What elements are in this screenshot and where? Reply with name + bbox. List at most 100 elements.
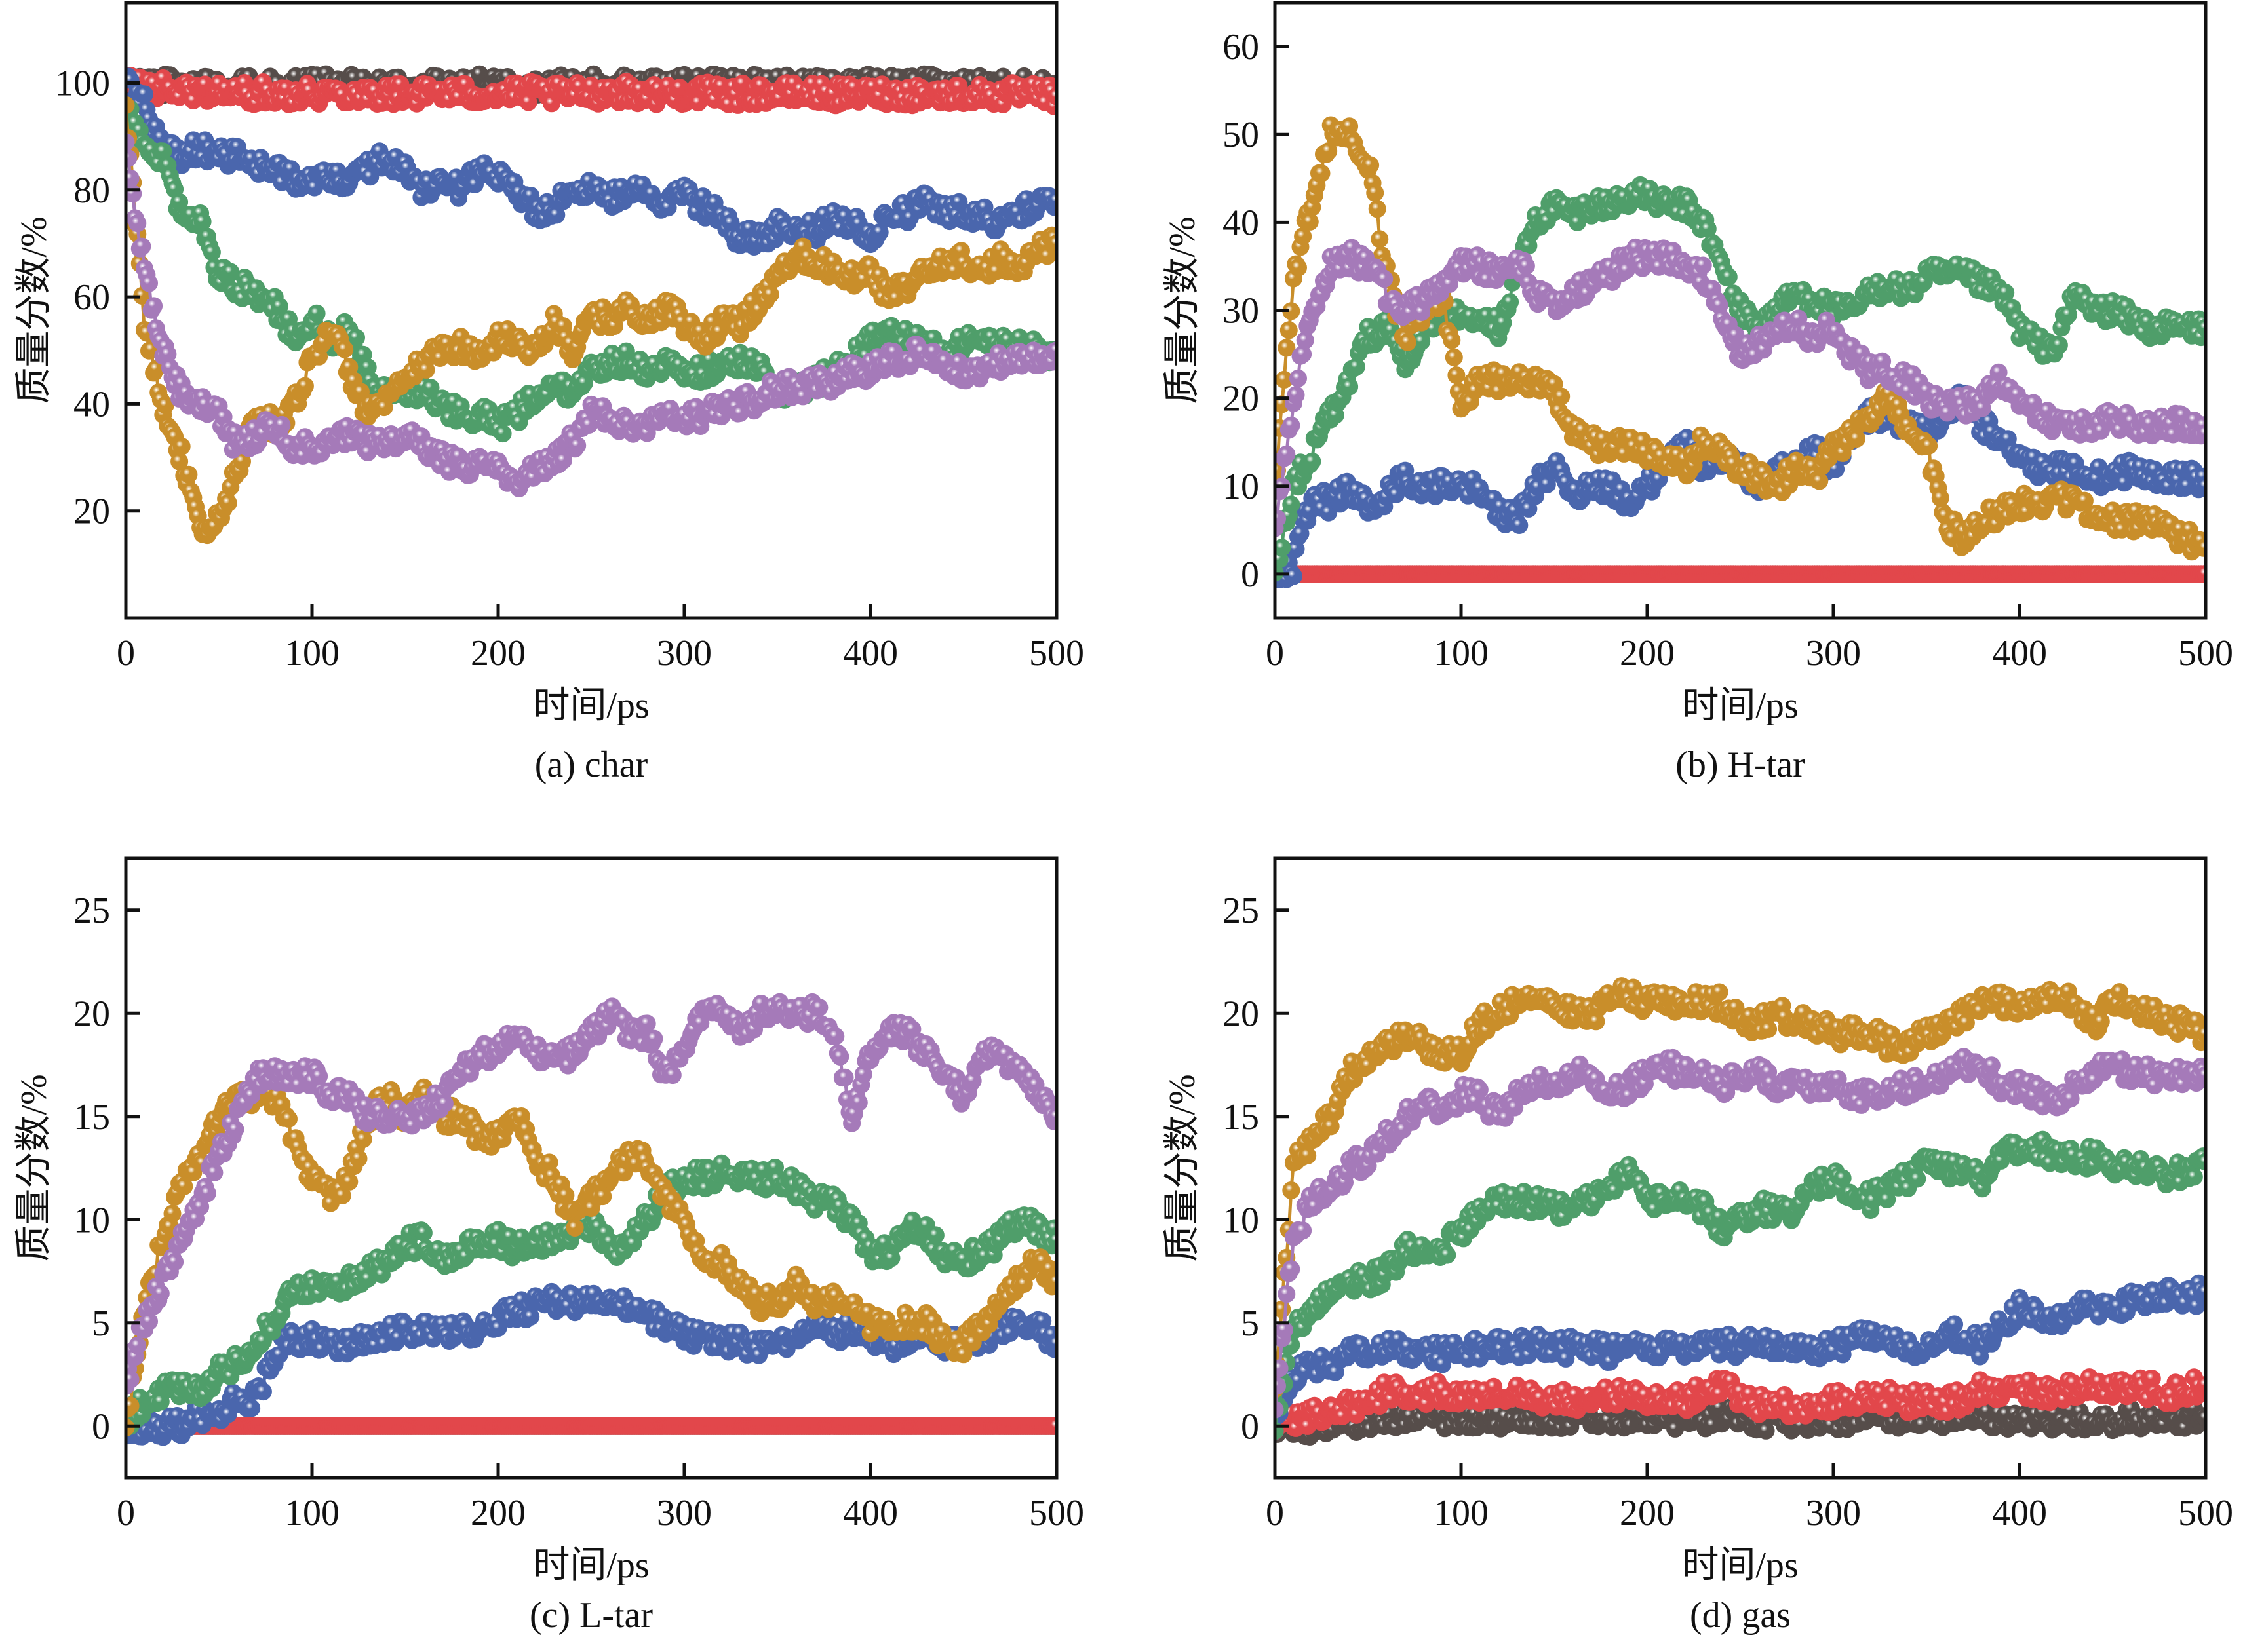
data-point — [193, 212, 212, 231]
data-point — [568, 436, 587, 455]
x-tick-label: 300 — [1806, 633, 1861, 674]
data-point — [296, 377, 314, 395]
data-point — [1552, 387, 1571, 406]
y-tick-label: 30 — [1222, 291, 1259, 332]
data-point — [219, 494, 237, 512]
series-red — [126, 67, 1057, 115]
data-point — [180, 465, 198, 484]
series-orange — [1275, 116, 2206, 561]
data-point — [2196, 424, 2206, 442]
data-point — [1278, 339, 1296, 357]
y-axis-label: 质量分数/% — [1162, 216, 1203, 404]
data-point — [1398, 333, 1416, 351]
data-point — [172, 437, 191, 455]
data-point — [2196, 318, 2206, 337]
data-point — [1047, 341, 1057, 360]
series-blue — [126, 67, 1057, 256]
data-point — [1443, 331, 1461, 349]
data-point — [1361, 156, 1380, 174]
data-point — [1920, 436, 1938, 455]
data-point — [2075, 491, 2094, 510]
data-point — [1366, 183, 1384, 202]
y-tick-label: 80 — [73, 170, 110, 211]
series-red — [1275, 565, 2206, 583]
data-point — [2050, 336, 2068, 355]
data-point — [1282, 416, 1300, 434]
data-point — [1303, 452, 1321, 471]
x-axis-label: 时间/ps — [1682, 685, 1798, 726]
panel-a-char: 0 100 200 300 400 50020406080100时间/ps质量分数/%(a… — [14, 1, 1084, 785]
series-purple — [126, 133, 1057, 497]
data-point — [1517, 257, 1535, 275]
x-tick-label: 300 — [657, 633, 712, 674]
data-point — [1278, 445, 1296, 463]
data-point — [203, 243, 221, 261]
data-point — [761, 285, 779, 303]
data-point — [1368, 200, 1386, 218]
data-point — [1289, 258, 1307, 277]
data-point — [1371, 230, 1389, 248]
data-point — [126, 96, 135, 114]
series-purple — [1275, 238, 2206, 537]
plot-frame — [124, 1, 1059, 620]
y-tick-label: 20 — [73, 491, 110, 532]
x-tick-label: 500 — [2178, 633, 2233, 674]
data-point — [273, 415, 291, 434]
data-point — [1289, 369, 1307, 387]
data-point — [1510, 516, 1529, 534]
data-point — [1694, 256, 1712, 275]
x-tick-label: 400 — [1992, 633, 2047, 674]
data-point — [140, 274, 158, 292]
x-tick-label: 0 — [1266, 633, 1284, 674]
data-point — [1047, 234, 1057, 252]
panel-c-l-tar: 0 100 200 300 400 5000510152025时间/ps质量分数/%(c)… — [14, 856, 1084, 1636]
panel-caption: (b) H-tar — [1675, 744, 1805, 785]
data-point — [128, 214, 147, 233]
x-tick-label: 500 — [1029, 633, 1084, 674]
x-tick-label: 0 — [117, 633, 135, 674]
data-point — [307, 304, 326, 322]
data-point — [2196, 539, 2206, 557]
data-point — [126, 133, 135, 151]
x-tick-label: 200 — [471, 633, 526, 674]
y-axis-label: 质量分数/% — [14, 216, 54, 404]
y-tick-label: 40 — [1222, 202, 1259, 243]
y-tick-label: 100 — [55, 63, 110, 104]
y-tick-label: 50 — [1222, 115, 1259, 155]
data-point — [1047, 191, 1057, 210]
data-point — [1279, 321, 1298, 339]
data-point — [950, 193, 968, 211]
data-point — [1047, 87, 1057, 106]
x-axis-label: 时间/ps — [533, 685, 649, 726]
data-point — [1287, 386, 1305, 404]
data-point — [2196, 477, 2206, 495]
data-point — [1445, 348, 1463, 366]
data-point — [1719, 268, 1738, 286]
y-tick-label: 10 — [1222, 467, 1259, 507]
panel-caption: (a) char — [535, 744, 648, 785]
data-point — [1282, 495, 1300, 514]
data-point — [1340, 377, 1359, 396]
plot-area — [1275, 116, 2206, 588]
data-point — [554, 451, 572, 469]
y-tick-label: 0 — [1241, 554, 1259, 595]
data-point — [133, 237, 151, 256]
y-tick-label: 60 — [1222, 27, 1259, 67]
data-point — [1284, 567, 1302, 585]
x-tick-label: 200 — [1620, 633, 1675, 674]
data-point — [336, 340, 354, 358]
data-point — [1501, 293, 1519, 311]
panel-b-h-tar: 0 100 200 300 400 500 0 10 20 30 40 50 60 时间/ps 质量分数/%… — [1162, 1, 2233, 785]
data-point — [494, 425, 512, 443]
data-point — [126, 149, 138, 167]
data-point — [135, 85, 153, 104]
data-point — [1848, 430, 1865, 448]
data-point — [145, 297, 163, 315]
y-tick-label: 20 — [1222, 379, 1259, 419]
x-tick-label: 100 — [1434, 633, 1489, 674]
x-tick-label: 400 — [843, 633, 898, 674]
data-point — [1447, 366, 1466, 385]
y-tick-label: 40 — [73, 384, 110, 425]
data-point — [1275, 539, 1291, 557]
